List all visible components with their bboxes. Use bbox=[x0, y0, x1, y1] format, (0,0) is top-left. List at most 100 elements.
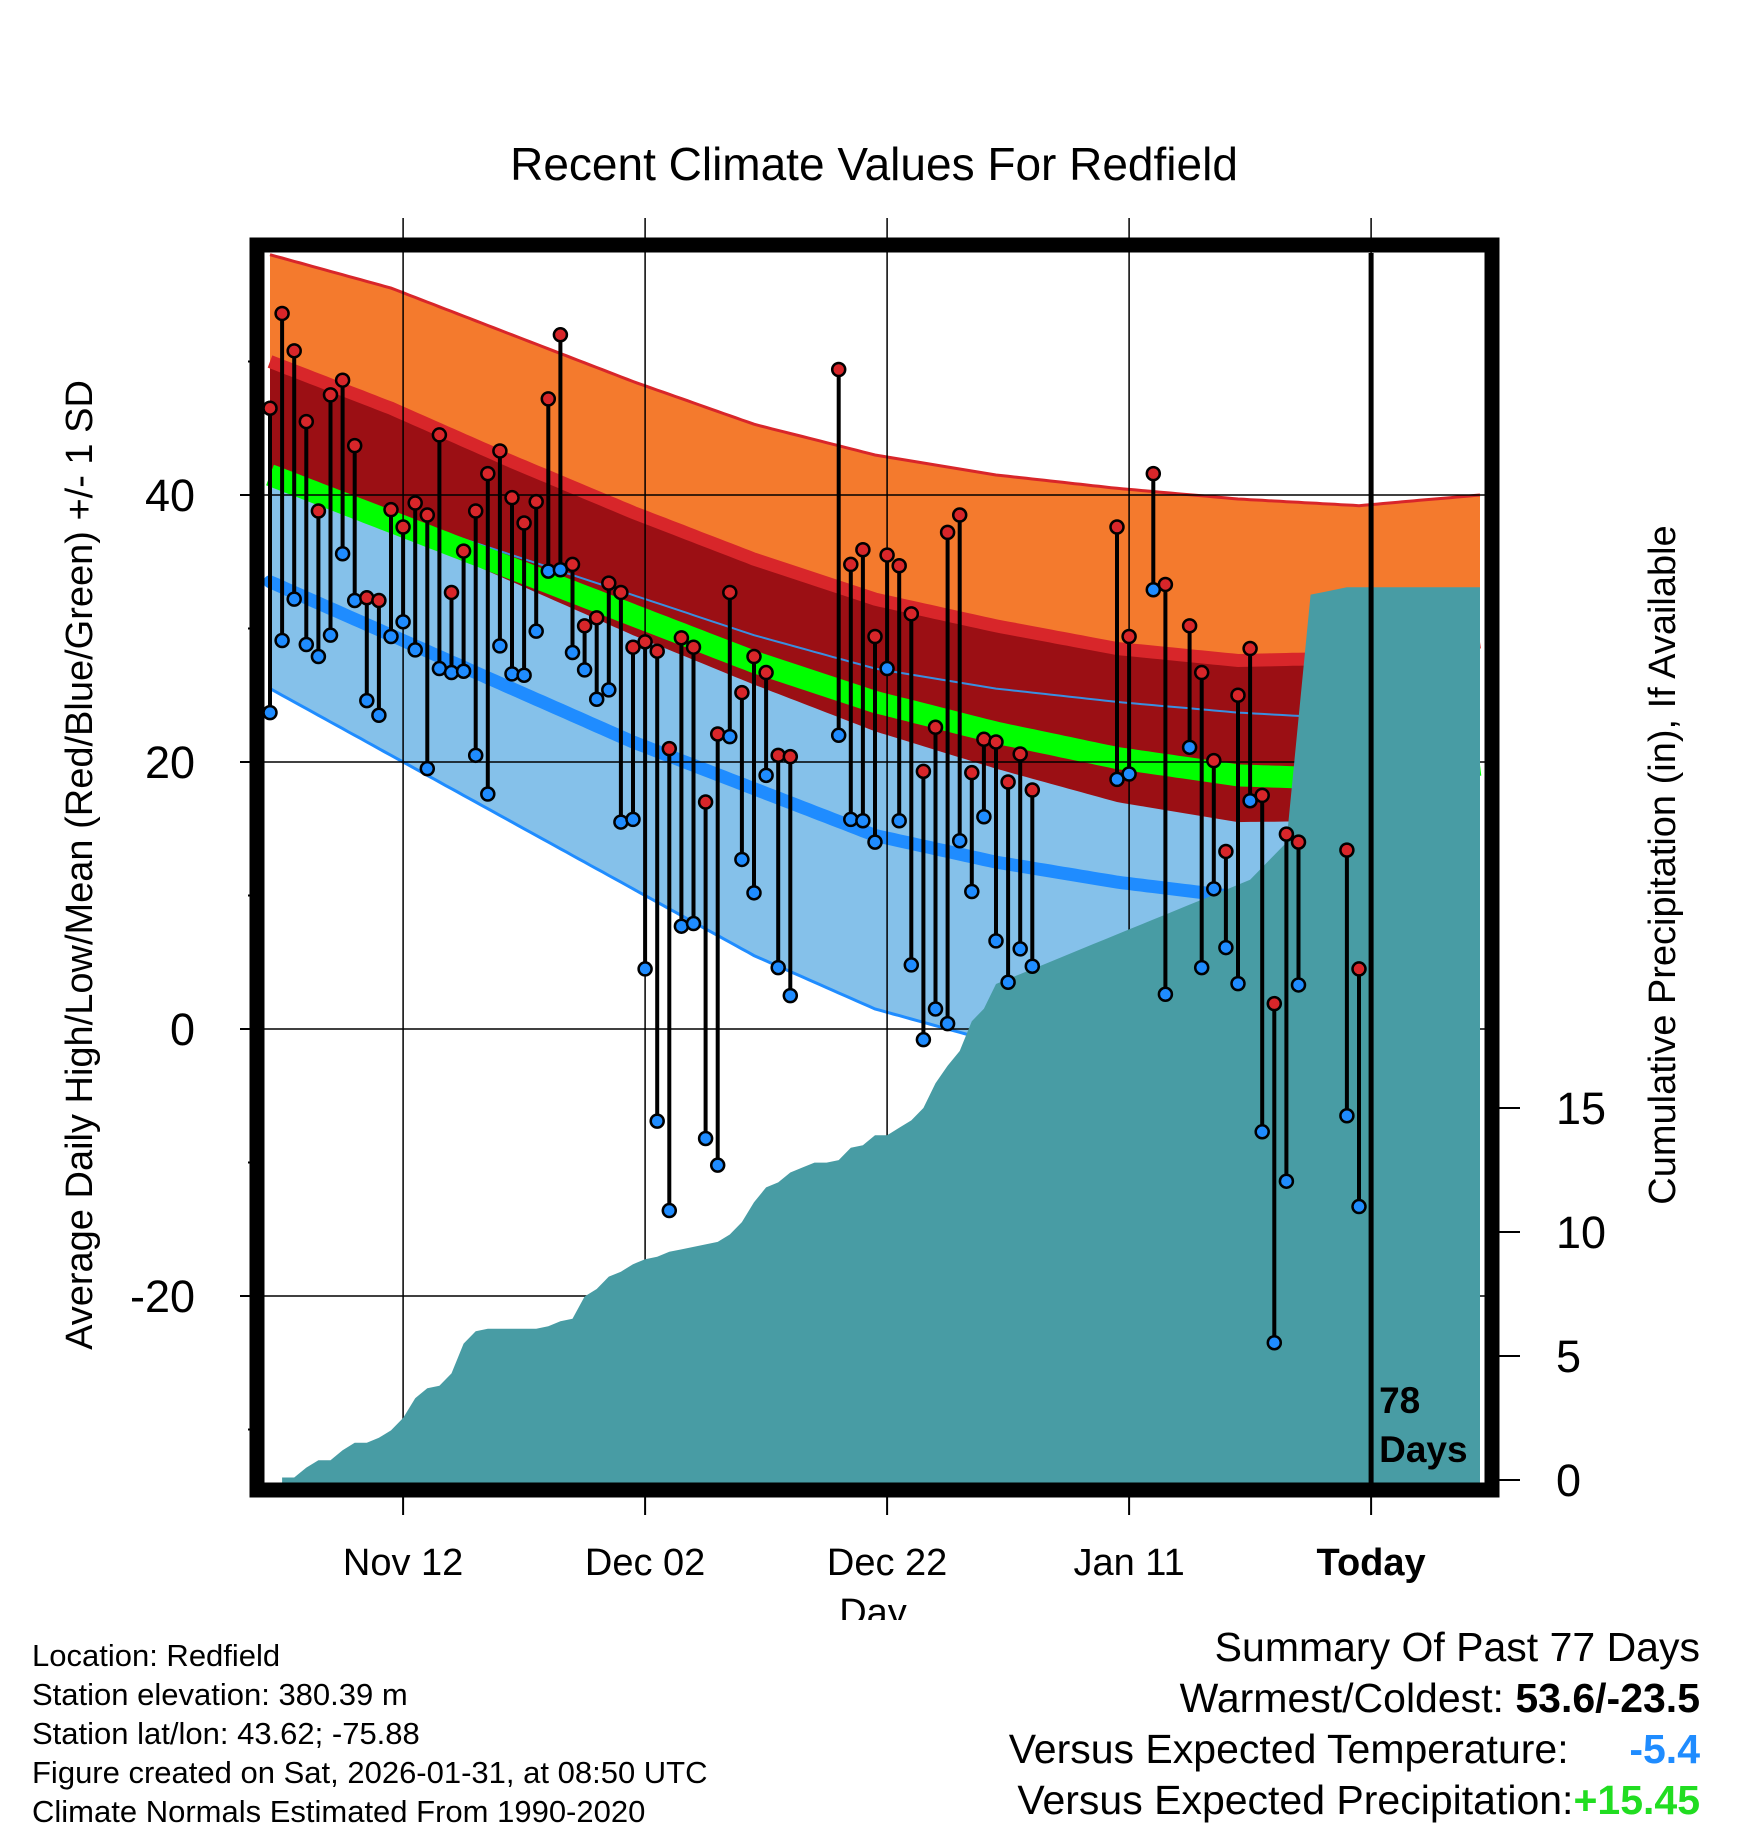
warm-cold-value: 53.6/-23.5 bbox=[1515, 1675, 1700, 1721]
daily-high-point bbox=[1147, 467, 1160, 480]
daily-high-point bbox=[1244, 642, 1257, 655]
daily-high-point bbox=[614, 586, 627, 599]
daily-low-point bbox=[965, 885, 978, 898]
daily-high-point bbox=[832, 363, 845, 376]
daily-low-point bbox=[312, 650, 325, 663]
daily-high-point bbox=[941, 526, 954, 539]
daily-low-point bbox=[348, 594, 361, 607]
daily-low-point bbox=[602, 683, 615, 696]
daily-high-point bbox=[1280, 828, 1293, 841]
daily-low-point bbox=[421, 762, 434, 775]
daily-low-point bbox=[760, 769, 773, 782]
daily-high-point bbox=[990, 735, 1003, 748]
x-tick-label: Dec 02 bbox=[585, 1542, 705, 1584]
daily-high-point bbox=[699, 796, 712, 809]
daily-low-point bbox=[905, 958, 918, 971]
daily-high-point bbox=[397, 521, 410, 534]
daily-low-point bbox=[675, 920, 688, 933]
daily-low-point bbox=[639, 962, 652, 975]
daily-high-point bbox=[385, 503, 398, 516]
normals-text: Climate Normals Estimated From 1990-2020 bbox=[32, 1792, 708, 1831]
daily-low-point bbox=[723, 730, 736, 743]
location-text: Location: Redfield bbox=[32, 1636, 708, 1675]
daily-high-point bbox=[288, 344, 301, 357]
y2-tick-label: 10 bbox=[1556, 1207, 1606, 1258]
daily-high-point bbox=[651, 645, 664, 658]
daily-low-point bbox=[1123, 768, 1136, 781]
elevation-text: Station elevation: 380.39 m bbox=[32, 1675, 708, 1714]
daily-low-point bbox=[566, 646, 579, 659]
daily-low-point bbox=[385, 630, 398, 643]
daily-high-point bbox=[784, 750, 797, 763]
daily-low-point bbox=[409, 643, 422, 656]
daily-low-point bbox=[372, 709, 385, 722]
daily-high-point bbox=[1268, 997, 1281, 1010]
daily-high-point bbox=[348, 439, 361, 452]
daily-high-point bbox=[869, 630, 882, 643]
chart-title: Recent Climate Values For Redfield bbox=[510, 138, 1238, 190]
daily-high-point bbox=[1340, 844, 1353, 857]
daily-high-point bbox=[1207, 754, 1220, 767]
daily-high-point bbox=[1159, 578, 1172, 591]
daily-low-point bbox=[1002, 976, 1015, 989]
daily-low-point bbox=[893, 814, 906, 827]
latlon-text: Station lat/lon: 43.62; -75.88 bbox=[32, 1714, 708, 1753]
today-annotation-unit: Days bbox=[1379, 1429, 1467, 1470]
daily-high-point bbox=[735, 686, 748, 699]
daily-low-point bbox=[663, 1204, 676, 1217]
y-tick-label: 0 bbox=[170, 1004, 195, 1055]
temp-value: -5.4 bbox=[1580, 1724, 1700, 1775]
x-axis-label: Day bbox=[839, 1592, 907, 1620]
daily-high-point bbox=[481, 467, 494, 480]
daily-high-point bbox=[1183, 619, 1196, 632]
precip-value: +15.45 bbox=[1573, 1777, 1700, 1823]
daily-high-point bbox=[1014, 747, 1027, 760]
daily-low-point bbox=[1207, 882, 1220, 895]
daily-low-point bbox=[1268, 1336, 1281, 1349]
daily-high-point bbox=[409, 497, 422, 510]
daily-high-point bbox=[1026, 784, 1039, 797]
daily-high-point bbox=[530, 495, 543, 508]
daily-low-point bbox=[1014, 942, 1027, 955]
daily-high-point bbox=[687, 641, 700, 654]
daily-low-point bbox=[614, 816, 627, 829]
daily-high-point bbox=[421, 509, 434, 522]
daily-low-point bbox=[711, 1159, 724, 1172]
daily-low-point bbox=[493, 639, 506, 652]
daily-high-point bbox=[1195, 666, 1208, 679]
daily-high-point bbox=[856, 543, 869, 556]
daily-high-point bbox=[711, 727, 724, 740]
daily-low-point bbox=[1159, 988, 1172, 1001]
warm-cold-label: Warmest/Coldest: bbox=[1180, 1675, 1504, 1721]
daily-high-point bbox=[433, 428, 446, 441]
daily-high-point bbox=[300, 415, 313, 428]
daily-low-point bbox=[772, 961, 785, 974]
daily-low-point bbox=[360, 694, 373, 707]
daily-high-point bbox=[1256, 789, 1269, 802]
daily-high-point bbox=[748, 650, 761, 663]
x-tick-label: Nov 12 bbox=[343, 1542, 463, 1584]
y-axis-label: Average Daily High/Low/Mean (Red/Blue/Gr… bbox=[59, 380, 101, 1350]
y2-tick-label: 15 bbox=[1556, 1083, 1606, 1134]
daily-high-point bbox=[844, 558, 857, 571]
daily-high-point bbox=[324, 388, 337, 401]
daily-low-point bbox=[990, 934, 1003, 947]
daily-high-point bbox=[977, 733, 990, 746]
daily-high-point bbox=[905, 607, 918, 620]
daily-low-point bbox=[288, 593, 301, 606]
daily-low-point bbox=[481, 788, 494, 801]
daily-high-point bbox=[929, 721, 942, 734]
summary-panel: Summary Of Past 77 Days Warmest/Coldest:… bbox=[1009, 1622, 1700, 1826]
daily-high-point bbox=[953, 509, 966, 522]
daily-high-point bbox=[542, 392, 555, 405]
station-info: Location: Redfield Station elevation: 38… bbox=[32, 1636, 708, 1831]
daily-high-point bbox=[372, 594, 385, 607]
temp-row: Versus Expected Temperature: -5.4 bbox=[1009, 1724, 1700, 1775]
daily-low-point bbox=[917, 1033, 930, 1046]
daily-low-point bbox=[832, 729, 845, 742]
daily-low-point bbox=[324, 629, 337, 642]
daily-low-point bbox=[881, 662, 894, 675]
daily-low-point bbox=[578, 663, 591, 676]
daily-high-point bbox=[723, 586, 736, 599]
daily-low-point bbox=[735, 853, 748, 866]
